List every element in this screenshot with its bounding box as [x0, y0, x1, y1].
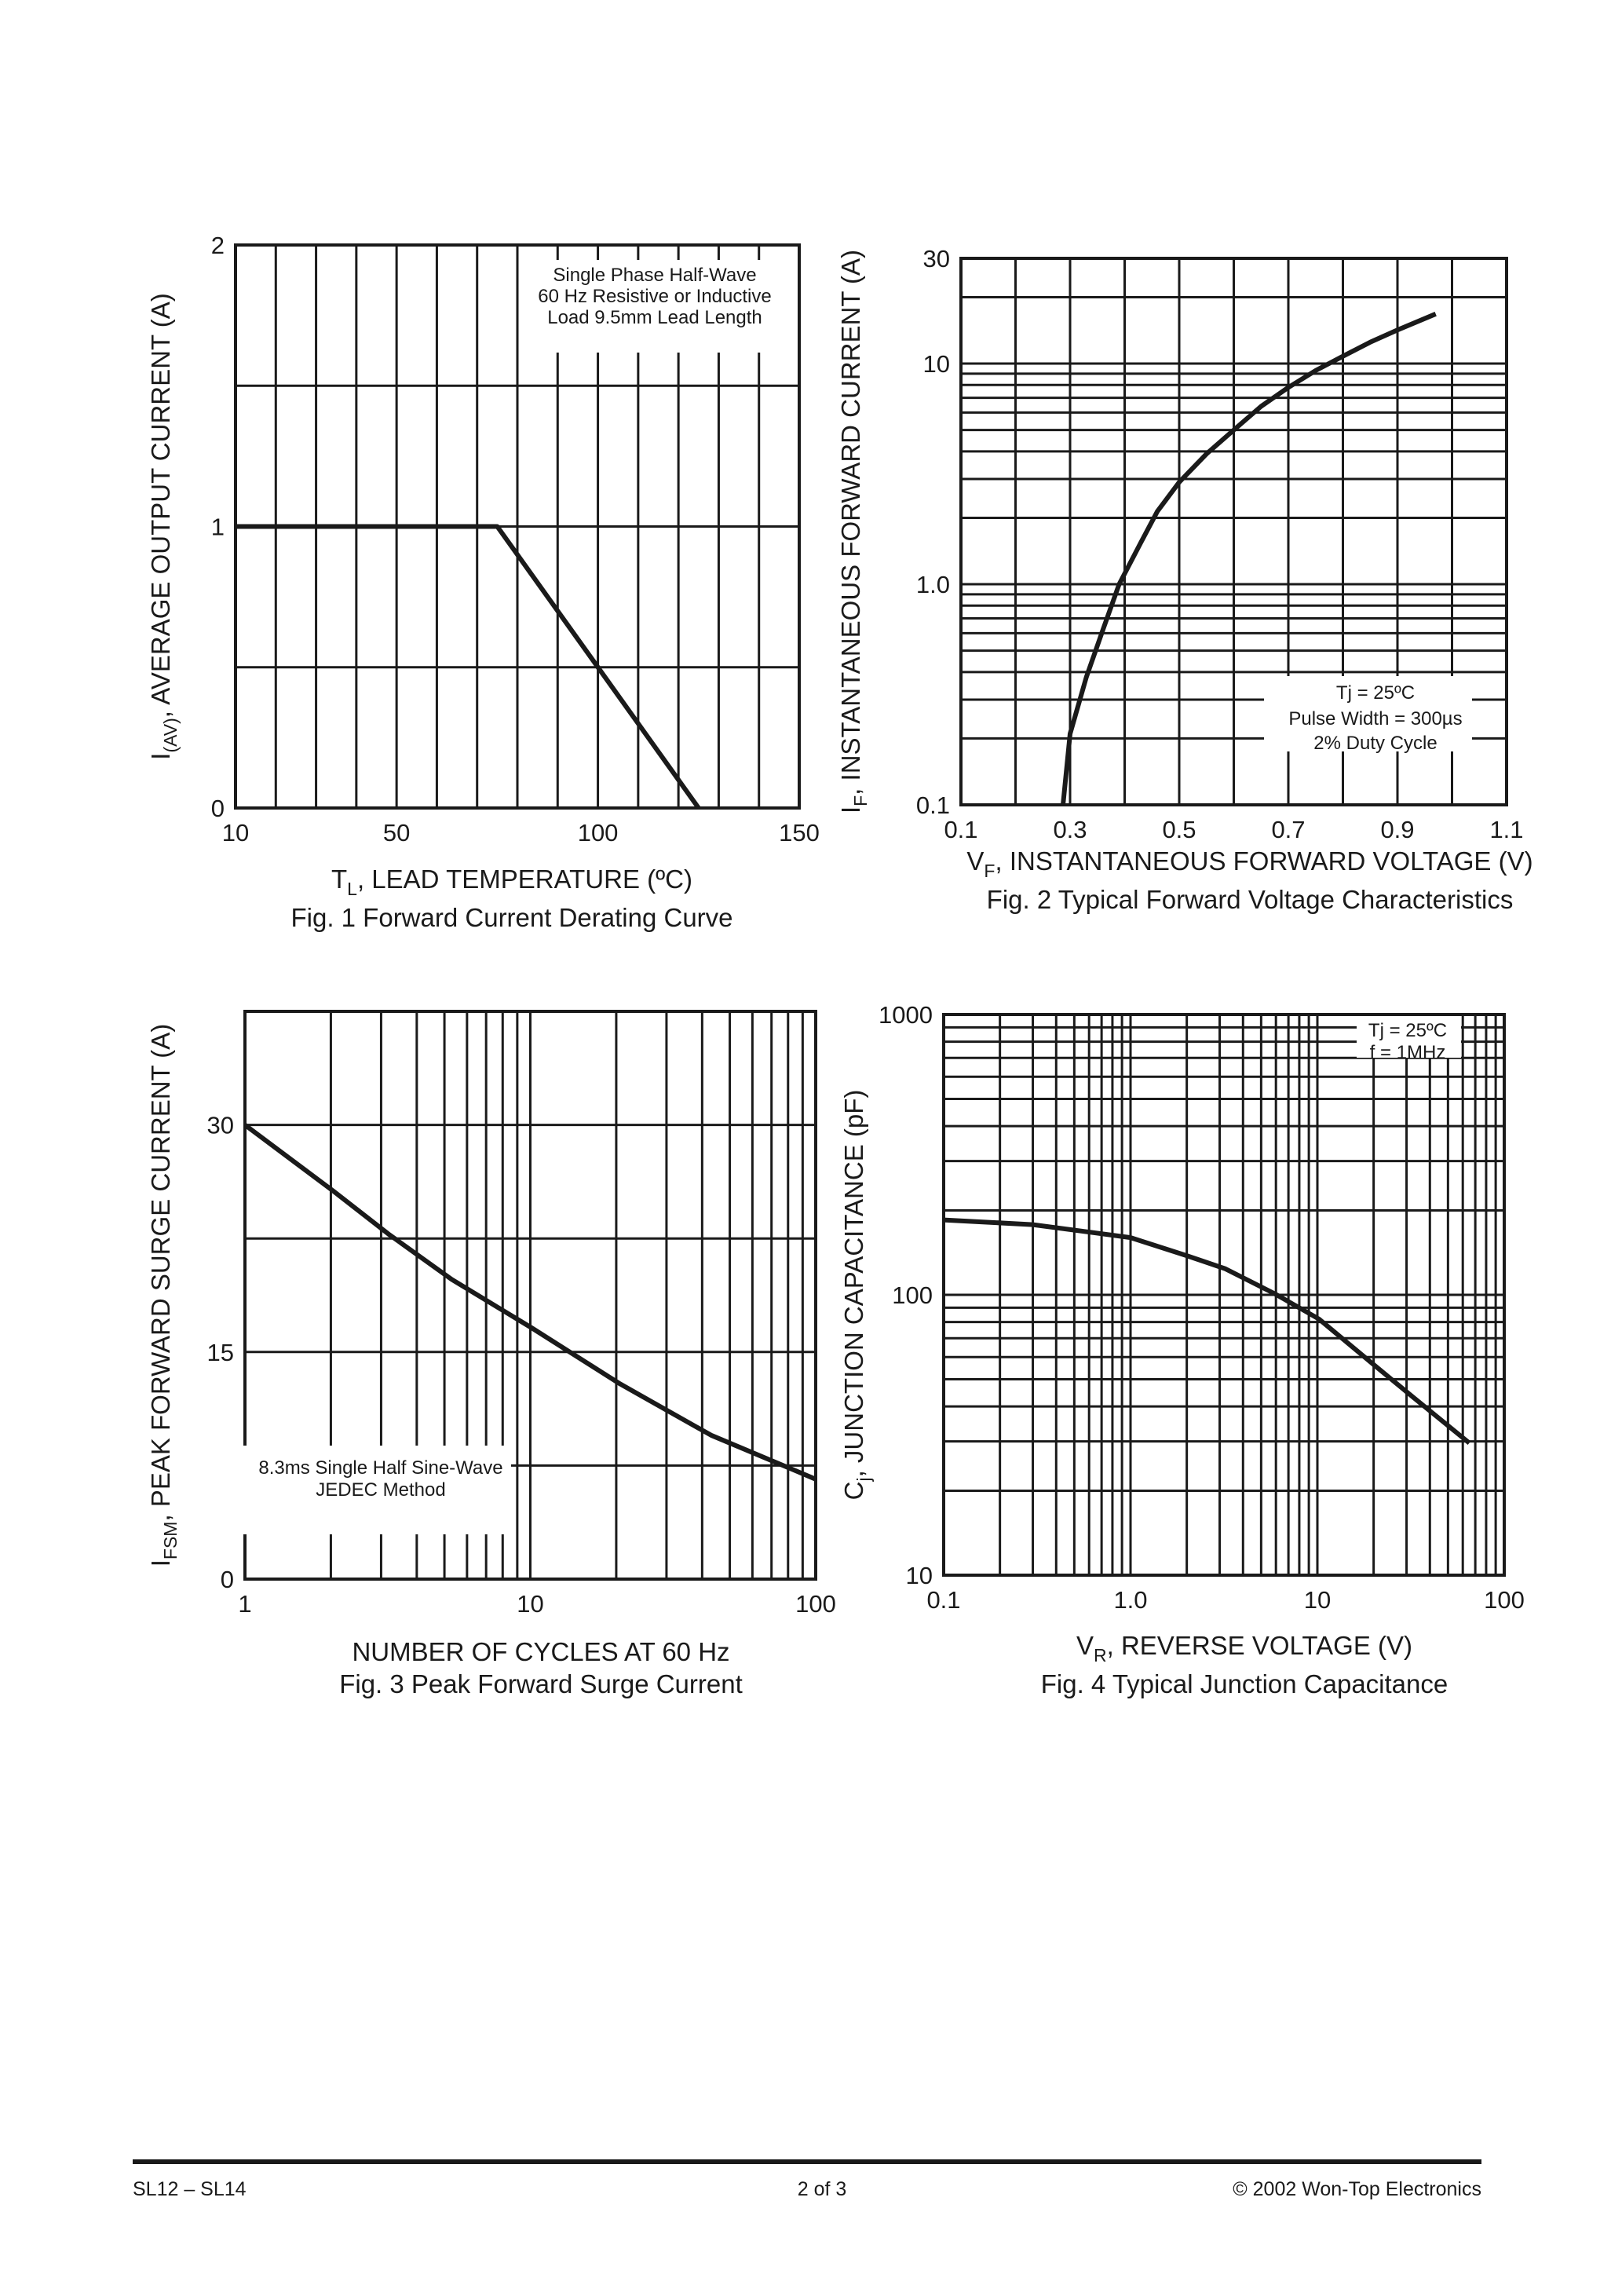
x-axis-label-subscript: F [984, 861, 995, 881]
plot-frame [243, 1010, 817, 1581]
annotation-line: Tj = 25ºC [1336, 682, 1415, 704]
y-tick-label: 0 [211, 795, 225, 822]
x-axis-label-rest: , LEAD TEMPERATURE (ºC) [357, 865, 692, 894]
y-tick-label: 0 [221, 1566, 234, 1593]
x-tick-label: 0.1 [944, 816, 977, 843]
x-axis-label: TL, LEAD TEMPERATURE (ºC) [331, 865, 692, 899]
annotation-line: 8.3ms Single Half Sine-Wave [258, 1457, 502, 1479]
y-axis-label: IFSM, PEAK FORWARD SURGE CURRENT (A) [146, 1024, 181, 1567]
x-axis-label-subscript: R [1094, 1645, 1107, 1665]
x-tick-label: 1.1 [1489, 816, 1523, 843]
x-tick-label: 100 [578, 819, 619, 846]
x-tick-label: 0.9 [1380, 816, 1414, 843]
y-tick-label: 10 [923, 350, 950, 378]
annotation-line: Load 9.5mm Lead Length [547, 307, 762, 328]
footer-rule [133, 2159, 1481, 2164]
annotation-line: Tj = 25ºC [1368, 1020, 1447, 1041]
x-axis-label-subscript: L [347, 879, 357, 899]
x-axis-label-main: V [966, 846, 984, 876]
y-tick-label: 2 [211, 232, 225, 259]
x-tick-label: 1 [238, 1590, 251, 1618]
figure-caption: Fig. 2 Typical Forward Voltage Character… [987, 885, 1514, 914]
y-tick-label: 100 [892, 1281, 933, 1309]
x-tick-label: 0.1 [926, 1586, 960, 1614]
y-axis-label-subscript: FSM [160, 1522, 181, 1560]
x-tick-label: 100 [795, 1590, 836, 1618]
x-tick-label: 100 [1484, 1586, 1525, 1614]
y-tick-label: 30 [923, 245, 950, 272]
y-axis-label-main: C [839, 1482, 868, 1501]
annotation-line: Single Phase Half-Wave [553, 265, 756, 286]
y-tick-label: 1.0 [916, 571, 950, 598]
y-axis-label-main: I [146, 753, 175, 760]
x-axis-label-main: NUMBER OF CYCLES AT 60 Hz [352, 1637, 729, 1666]
x-axis-label-rest: , INSTANTANEOUS FORWARD VOLTAGE (V) [995, 846, 1532, 876]
x-tick-label: 10 [222, 819, 249, 846]
figure-caption: Fig. 4 Typical Junction Capacitance [1041, 1669, 1448, 1698]
y-axis-label-main: I [836, 806, 865, 813]
y-axis-label: IF, INSTANTANEOUS FORWARD CURRENT (A) [836, 250, 871, 813]
x-axis-label: VR, REVERSE VOLTAGE (V) [1076, 1631, 1412, 1665]
y-tick-label: 30 [207, 1112, 234, 1139]
annotation-line: 2% Duty Cycle [1313, 733, 1437, 754]
annotation-line: f = 1MHz [1370, 1042, 1446, 1063]
annotation-line: 60 Hz Resistive or Inductive [538, 286, 771, 307]
annotation-box [524, 260, 787, 353]
y-tick-label: 15 [207, 1339, 234, 1366]
y-tick-label: 1 [211, 514, 225, 541]
x-tick-label: 150 [779, 819, 820, 846]
y-axis-label-rest: , JUNCTION CAPACITANCE (pF) [839, 1090, 868, 1478]
x-tick-label: 10 [1304, 1586, 1331, 1614]
y-axis-label-subscript: (AV) [160, 718, 181, 752]
y-axis-label-subscript: j [853, 1477, 874, 1482]
footer-page-number: 2 of 3 [798, 2178, 847, 2200]
footer-copyright: © 2002 Won-Top Electronics [1233, 2178, 1481, 2200]
x-axis-label-main: T [331, 865, 347, 894]
y-axis-label-rest: , INSTANTANEOUS FORWARD CURRENT (A) [836, 250, 865, 795]
x-axis-label-main: V [1076, 1631, 1094, 1660]
plot-frame [942, 1013, 1506, 1577]
footer-part-number: SL12 – SL14 [133, 2178, 247, 2200]
x-axis-label: VF, INSTANTANEOUS FORWARD VOLTAGE (V) [966, 846, 1532, 881]
series-line [943, 1217, 1471, 1446]
x-tick-label: 50 [383, 819, 410, 846]
annotation-box [1264, 676, 1472, 751]
y-tick-label: 0.1 [916, 792, 950, 819]
y-axis-label-subscript: F [850, 795, 871, 806]
y-axis-label: Cj, JUNCTION CAPACITANCE (pF) [839, 1090, 874, 1501]
annotation-line: JEDEC Method [316, 1479, 445, 1501]
series-line [243, 1123, 817, 1482]
figure-2: Tj = 25ºC Pulse Width = 300µs 2% Duty Cycl… [836, 245, 1533, 914]
x-tick-label: 0.3 [1053, 816, 1087, 843]
x-axis-label-rest: , REVERSE VOLTAGE (V) [1107, 1631, 1412, 1660]
annotation-box [1357, 1016, 1461, 1058]
figure-caption: Fig. 3 Peak Forward Surge Current [339, 1669, 743, 1698]
y-tick-label: 1000 [879, 1001, 933, 1029]
y-axis-label-rest: , AVERAGE OUTPUT CURRENT (A) [146, 293, 175, 718]
y-axis-label-rest: , PEAK FORWARD SURGE CURRENT (A) [146, 1024, 175, 1522]
annotation-line: Pulse Width = 300µs [1288, 708, 1462, 729]
x-tick-label: 0.7 [1271, 816, 1305, 843]
y-axis-label-main: I [146, 1559, 175, 1567]
annotation-box [243, 1446, 511, 1534]
x-tick-label: 10 [517, 1590, 543, 1618]
figure-caption: Fig. 1 Forward Current Derating Curve [290, 903, 732, 932]
y-tick-label: 10 [906, 1562, 933, 1589]
x-tick-label: 0.5 [1162, 816, 1196, 843]
x-tick-label: 1.0 [1113, 1586, 1147, 1614]
x-axis-label: NUMBER OF CYCLES AT 60 Hz [352, 1637, 729, 1666]
y-axis-label: I(AV), AVERAGE OUTPUT CURRENT (A) [146, 293, 181, 759]
plot-frame [959, 257, 1508, 806]
